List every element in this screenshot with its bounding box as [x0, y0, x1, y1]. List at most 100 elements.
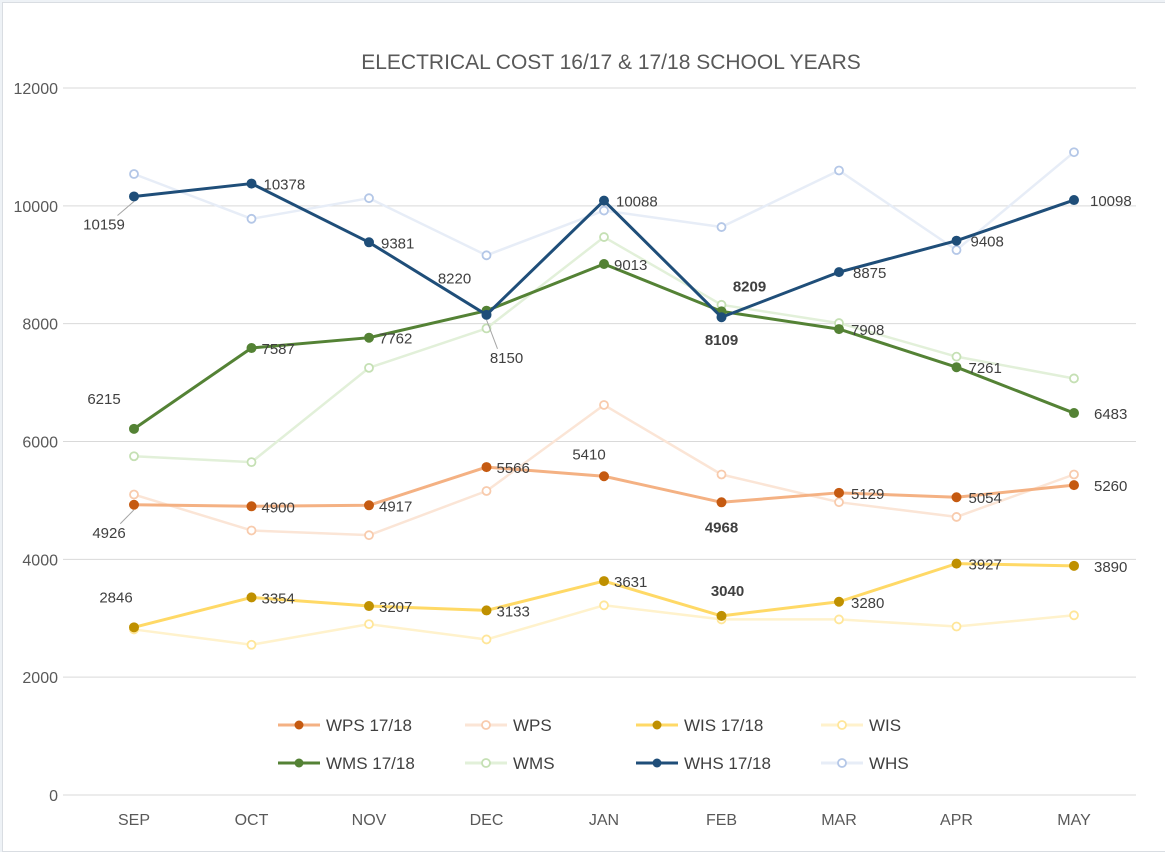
x-tick-label: OCT — [235, 812, 269, 829]
data-point — [951, 558, 962, 569]
y-tick-label: 10000 — [14, 199, 59, 216]
data-label: 3133 — [497, 603, 530, 620]
legend-marker — [652, 758, 662, 768]
data-label: 8209 — [733, 278, 766, 295]
series-whs-17-18 — [129, 178, 1079, 323]
data-label: 6215 — [87, 391, 120, 408]
y-tick-label: 8000 — [22, 317, 58, 334]
data-label: 4968 — [705, 519, 738, 536]
data-point — [1069, 560, 1079, 571]
data-point — [716, 312, 727, 323]
data-label: 5129 — [851, 486, 884, 503]
data-label: 4926 — [92, 525, 125, 542]
data-point — [1069, 480, 1079, 491]
data-point — [1069, 373, 1079, 384]
data-point — [129, 423, 139, 434]
data-label: 5410 — [572, 446, 605, 463]
x-tick-label: DEC — [470, 812, 504, 829]
data-point — [834, 487, 844, 498]
data-label: 3040 — [711, 583, 744, 600]
data-label: 4900 — [262, 499, 295, 516]
data-label: 9013 — [614, 257, 647, 274]
legend-marker — [837, 758, 847, 768]
line-chart: ELECTRICAL COST 16/17 & 17/18 SCHOOL YEA… — [14, 51, 1136, 829]
data-label: 8150 — [490, 350, 523, 367]
legend-marker — [294, 720, 304, 730]
legend-label: WMS — [513, 754, 555, 773]
data-point — [599, 576, 609, 587]
y-tick-label: 12000 — [14, 81, 59, 98]
leader-line — [486, 319, 498, 350]
data-point — [246, 342, 257, 353]
data-label: 7587 — [262, 341, 295, 358]
data-point — [481, 605, 492, 616]
data-point — [129, 489, 139, 500]
leader-line — [119, 509, 135, 525]
data-point — [951, 245, 962, 255]
legend-marker — [481, 758, 491, 768]
data-label: 5054 — [969, 490, 1002, 507]
data-label: 3927 — [969, 557, 1002, 574]
data-point — [246, 501, 257, 512]
legend-item: WMS — [465, 754, 555, 773]
data-point — [599, 471, 609, 482]
data-label: 10378 — [264, 177, 306, 194]
data-point — [364, 332, 374, 343]
legend-item: WHS 17/18 — [636, 754, 771, 773]
legend-label: WHS 17/18 — [684, 754, 771, 773]
data-point — [364, 601, 374, 612]
x-tick-label: MAR — [821, 812, 857, 829]
legend-label: WHS — [869, 754, 909, 773]
data-point — [364, 237, 374, 248]
data-point — [951, 512, 962, 522]
legend-marker — [481, 720, 491, 730]
data-point — [1069, 408, 1079, 419]
legend-label: WMS 17/18 — [326, 754, 415, 773]
data-label: 7762 — [379, 331, 412, 348]
legend-item: WIS 17/18 — [636, 716, 763, 735]
series-wps-17-18 — [129, 462, 1079, 512]
data-point — [834, 267, 844, 278]
data-point — [599, 400, 609, 410]
data-label: 9381 — [381, 235, 414, 252]
x-tick-label: APR — [940, 812, 973, 829]
data-point — [364, 193, 374, 204]
legend-item: WIS — [821, 716, 901, 735]
data-point — [1069, 610, 1079, 621]
data-label: 4917 — [379, 498, 412, 515]
data-point — [834, 596, 844, 607]
data-point — [951, 492, 962, 503]
data-label: 5566 — [497, 460, 530, 477]
data-point — [951, 621, 962, 632]
y-tick-label: 6000 — [22, 435, 58, 452]
data-label: 5260 — [1094, 478, 1127, 495]
data-point — [599, 232, 609, 242]
data-point — [599, 195, 609, 206]
data-label: 8220 — [438, 271, 471, 288]
data-label: 3890 — [1094, 559, 1127, 576]
data-label: 10159 — [83, 216, 125, 233]
data-label: 3280 — [851, 595, 884, 612]
legend-label: WPS — [513, 716, 552, 735]
data-label: 8875 — [853, 265, 886, 282]
legend: WPS 17/18 WPS WIS 17/18 WIS WMS 17/18 WMS WHS … — [278, 716, 909, 773]
data-point — [834, 497, 844, 508]
data-point — [129, 169, 139, 179]
data-point — [246, 592, 257, 603]
x-tick-label: SEP — [118, 812, 150, 829]
series-wms — [129, 232, 1079, 468]
data-label: 9408 — [971, 234, 1004, 251]
data-label: 3631 — [614, 574, 647, 591]
series-whs — [129, 147, 1079, 261]
data-point — [364, 500, 374, 511]
chart-title: ELECTRICAL COST 16/17 & 17/18 SCHOOL YEA… — [361, 51, 861, 74]
series-wis-17-18 — [129, 558, 1079, 633]
data-label: 10098 — [1090, 193, 1132, 210]
legend-item: WPS — [465, 716, 552, 735]
legend-marker — [837, 720, 847, 730]
legend-label: WIS 17/18 — [684, 716, 763, 735]
data-point — [481, 486, 492, 496]
data-point — [364, 619, 374, 630]
data-point — [716, 222, 727, 232]
data-point — [834, 324, 844, 335]
